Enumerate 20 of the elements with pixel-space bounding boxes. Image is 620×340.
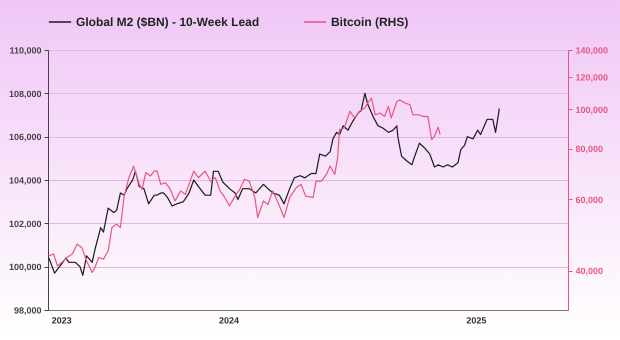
y2-tick-label: 100,000 <box>576 104 608 115</box>
y-tick-label: 102,000 <box>8 218 42 229</box>
y-tick-label: 100,000 <box>8 262 42 272</box>
y-tick-label: 106,000 <box>8 132 42 142</box>
x-tick-label: 2023 <box>52 316 72 326</box>
x-tick-label: 2025 <box>466 316 486 326</box>
y-tick-label: 104,000 <box>8 176 42 186</box>
y-tick-label: 108,000 <box>8 88 42 99</box>
y-tick-label: 110,000 <box>9 46 42 56</box>
y-tick-label: 98,000 <box>14 306 42 316</box>
legend-label: Global M2 ($BN) - 10-Week Lead <box>76 15 260 29</box>
legend-label: Bitcoin (RHS) <box>331 15 408 29</box>
line-series <box>48 92 500 276</box>
y2-tick-label: 140,000 <box>576 46 608 56</box>
y2-tick-label: 120,000 <box>576 72 608 83</box>
y2-tick-label: 40,000 <box>576 266 604 276</box>
x-tick-label: 2024 <box>219 316 240 326</box>
y2-tick-label: 60,000 <box>576 194 604 205</box>
line-series <box>48 98 441 274</box>
y2-tick-label: 80,000 <box>576 144 604 154</box>
